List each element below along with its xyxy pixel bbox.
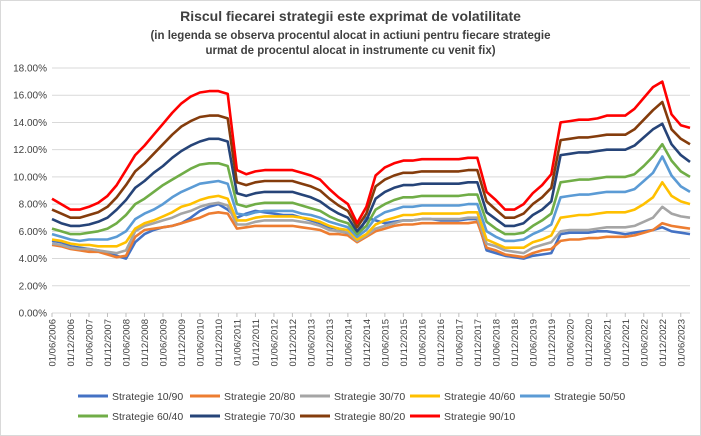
legend-label: Strategie 40/60 bbox=[444, 391, 515, 403]
x-tick-label: 01/12/2008 bbox=[140, 319, 151, 367]
y-tick-label: 18.00% bbox=[13, 64, 47, 75]
x-tick-label: 01/06/2007 bbox=[84, 319, 95, 367]
y-tick-label: 10.00% bbox=[13, 172, 47, 183]
y-tick-label: 2.00% bbox=[19, 281, 47, 292]
x-tick-label: 01/06/2018 bbox=[491, 319, 502, 367]
x-tick-label: 01/12/2015 bbox=[399, 319, 410, 367]
legend-label: Strategie 20/80 bbox=[224, 391, 295, 403]
y-tick-label: 8.00% bbox=[19, 200, 47, 211]
legend-label: Strategie 90/10 bbox=[444, 411, 515, 423]
legend-label: Strategie 70/30 bbox=[224, 411, 295, 423]
x-tick-label: 01/06/2011 bbox=[232, 319, 243, 366]
x-tick-label: 01/12/2019 bbox=[547, 319, 558, 367]
x-tick-label: 01/12/2007 bbox=[103, 319, 114, 367]
y-tick-label: 0.00% bbox=[19, 309, 47, 320]
x-tick-label: 01/12/2017 bbox=[473, 319, 484, 367]
legend-label: Strategie 80/20 bbox=[334, 411, 405, 423]
legend-label: Strategie 10/90 bbox=[112, 391, 183, 403]
x-tick-label: 01/06/2012 bbox=[269, 319, 280, 367]
x-tick-label: 01/12/2014 bbox=[362, 319, 373, 367]
x-tick-label: 01/12/2016 bbox=[436, 319, 447, 367]
x-tick-label: 01/06/2015 bbox=[380, 319, 391, 367]
x-tick-label: 01/06/2019 bbox=[528, 319, 539, 367]
x-tick-label: 01/12/2012 bbox=[288, 319, 299, 367]
legend-label: Strategie 50/50 bbox=[554, 391, 625, 403]
y-tick-label: 12.00% bbox=[13, 145, 47, 156]
series-line bbox=[51, 211, 691, 259]
series-line bbox=[51, 155, 691, 243]
x-tick-label: 01/06/2010 bbox=[195, 319, 206, 367]
chart-subtitle-line-2: urmat de procentul alocat in instrumente… bbox=[205, 45, 496, 57]
series-line bbox=[51, 122, 691, 233]
x-tick-label: 01/06/2013 bbox=[306, 319, 317, 367]
x-tick-label: 01/12/2011 bbox=[251, 319, 262, 366]
x-tick-label: 01/06/2009 bbox=[158, 319, 169, 367]
x-tick-label: 01/12/2006 bbox=[66, 319, 77, 367]
series-line bbox=[51, 100, 691, 229]
x-tick-label: 01/06/2008 bbox=[121, 319, 132, 367]
y-tick-label: 14.00% bbox=[13, 118, 47, 129]
x-tick-label: 01/06/2022 bbox=[639, 319, 650, 367]
x-tick-label: 01/12/2020 bbox=[584, 319, 595, 367]
series-line bbox=[51, 201, 691, 255]
legend-label: Strategie 60/40 bbox=[112, 411, 183, 423]
x-tick-label: 01/12/2010 bbox=[214, 319, 225, 367]
x-tick-label: 01/12/2021 bbox=[621, 319, 632, 367]
legend-label: Strategie 30/70 bbox=[334, 391, 405, 403]
chart-title: Riscul fiecarei strategii este exprimat … bbox=[180, 8, 521, 24]
x-tick-label: 01/12/2013 bbox=[325, 319, 336, 367]
series-line bbox=[51, 181, 691, 249]
x-tick-label: 01/12/2022 bbox=[658, 319, 669, 367]
series-line bbox=[51, 80, 691, 225]
x-tick-label: 01/06/2021 bbox=[602, 319, 613, 367]
y-tick-label: 4.00% bbox=[19, 254, 47, 265]
series-line bbox=[51, 142, 691, 236]
chart-subtitle-line-1: (in legenda se observa procentul alocat … bbox=[150, 30, 551, 42]
x-tick-label: 01/06/2014 bbox=[343, 319, 354, 367]
x-tick-label: 01/06/2020 bbox=[565, 319, 576, 367]
y-tick-label: 6.00% bbox=[19, 227, 47, 238]
x-tick-label: 01/06/2023 bbox=[676, 319, 687, 367]
x-tick-label: 01/06/2016 bbox=[417, 319, 428, 367]
x-tick-label: 01/12/2018 bbox=[510, 319, 521, 367]
x-tick-label: 01/12/2009 bbox=[177, 319, 188, 367]
x-tick-label: 01/06/2006 bbox=[48, 319, 59, 367]
x-tick-label: 01/06/2017 bbox=[454, 319, 465, 367]
y-tick-label: 16.00% bbox=[13, 91, 47, 102]
